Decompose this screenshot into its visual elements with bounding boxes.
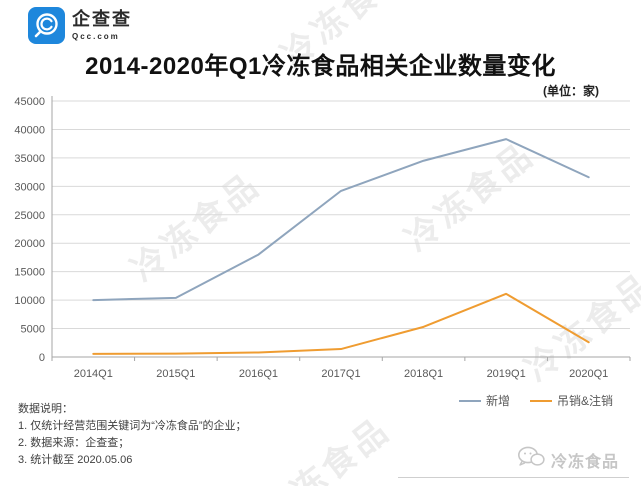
unit-label: (单位：家) (543, 84, 599, 98)
note-line: 1. 仅统计经营范围关键词为“冷冻食品”的企业； (18, 420, 247, 432)
legend-label-revoked: 吊销&注销 (556, 394, 613, 408)
wechat-account-name: 冷冻食品 (550, 453, 619, 471)
x-tick-label: 2018Q1 (404, 368, 443, 380)
legend-label-new: 新增 (485, 394, 510, 408)
legend-item-new: 新增 (458, 392, 510, 409)
chart-canvas: 0 5000 10000 15000 20000 25000 30000 35000 40000… (14, 96, 631, 380)
y-tick-label: 20000 (14, 238, 45, 250)
chart-legend: 新增 吊销&注销 (458, 392, 613, 409)
x-tick-label: 2019Q1 (487, 368, 526, 380)
x-tick-label: 2014Q1 (74, 368, 113, 380)
notes-heading: 数据说明： (18, 403, 73, 415)
note-line: 2. 数据来源：企查查； (18, 437, 130, 449)
legend-swatch-revoked (529, 399, 552, 402)
series-line-0 (92, 138, 590, 302)
y-tick-label: 35000 (14, 153, 45, 165)
line-chart: 0 5000 10000 15000 20000 25000 30000 35000 40000… (0, 93, 641, 389)
legend-swatch-new (458, 399, 481, 402)
wechat-account: 冷冻食品 (517, 446, 619, 473)
x-tick-label: 2017Q1 (321, 368, 360, 380)
x-tick-label: 2016Q1 (239, 368, 278, 380)
legend-item-revoked: 吊销&注销 (529, 392, 613, 409)
x-tick-label: 2015Q1 (156, 368, 195, 380)
qcc-logo-icon (28, 7, 65, 49)
y-tick-label: 5000 (21, 324, 45, 336)
y-tick-label: 10000 (14, 295, 45, 307)
y-tick-label: 25000 (14, 210, 45, 222)
wechat-icon (517, 446, 545, 473)
y-tick-label: 0 (39, 352, 45, 364)
brand-name: 企查查 (72, 9, 132, 29)
series-line-1 (92, 292, 590, 355)
y-tick-label: 30000 (14, 181, 45, 193)
data-notes: 数据说明： 1. 仅统计经营范围关键词为“冷冻食品”的企业； 2. 数据来源：企… (18, 401, 247, 469)
brand-logo: 企查查 Qcc.com (28, 7, 132, 49)
y-tick-label: 45000 (14, 96, 45, 108)
watermark-text: 冷冻食品 (254, 410, 398, 486)
footer-divider (398, 477, 629, 478)
y-tick-label: 40000 (14, 124, 45, 136)
brand-domain: Qcc.com (72, 32, 120, 41)
y-tick-label: 15000 (14, 267, 45, 279)
page-title: 2014-2020年Q1冷冻食品相关企业数量变化 (85, 53, 556, 80)
note-line: 3. 统计截至 2020.05.06 (18, 454, 133, 466)
x-tick-label: 2020Q1 (569, 368, 608, 380)
